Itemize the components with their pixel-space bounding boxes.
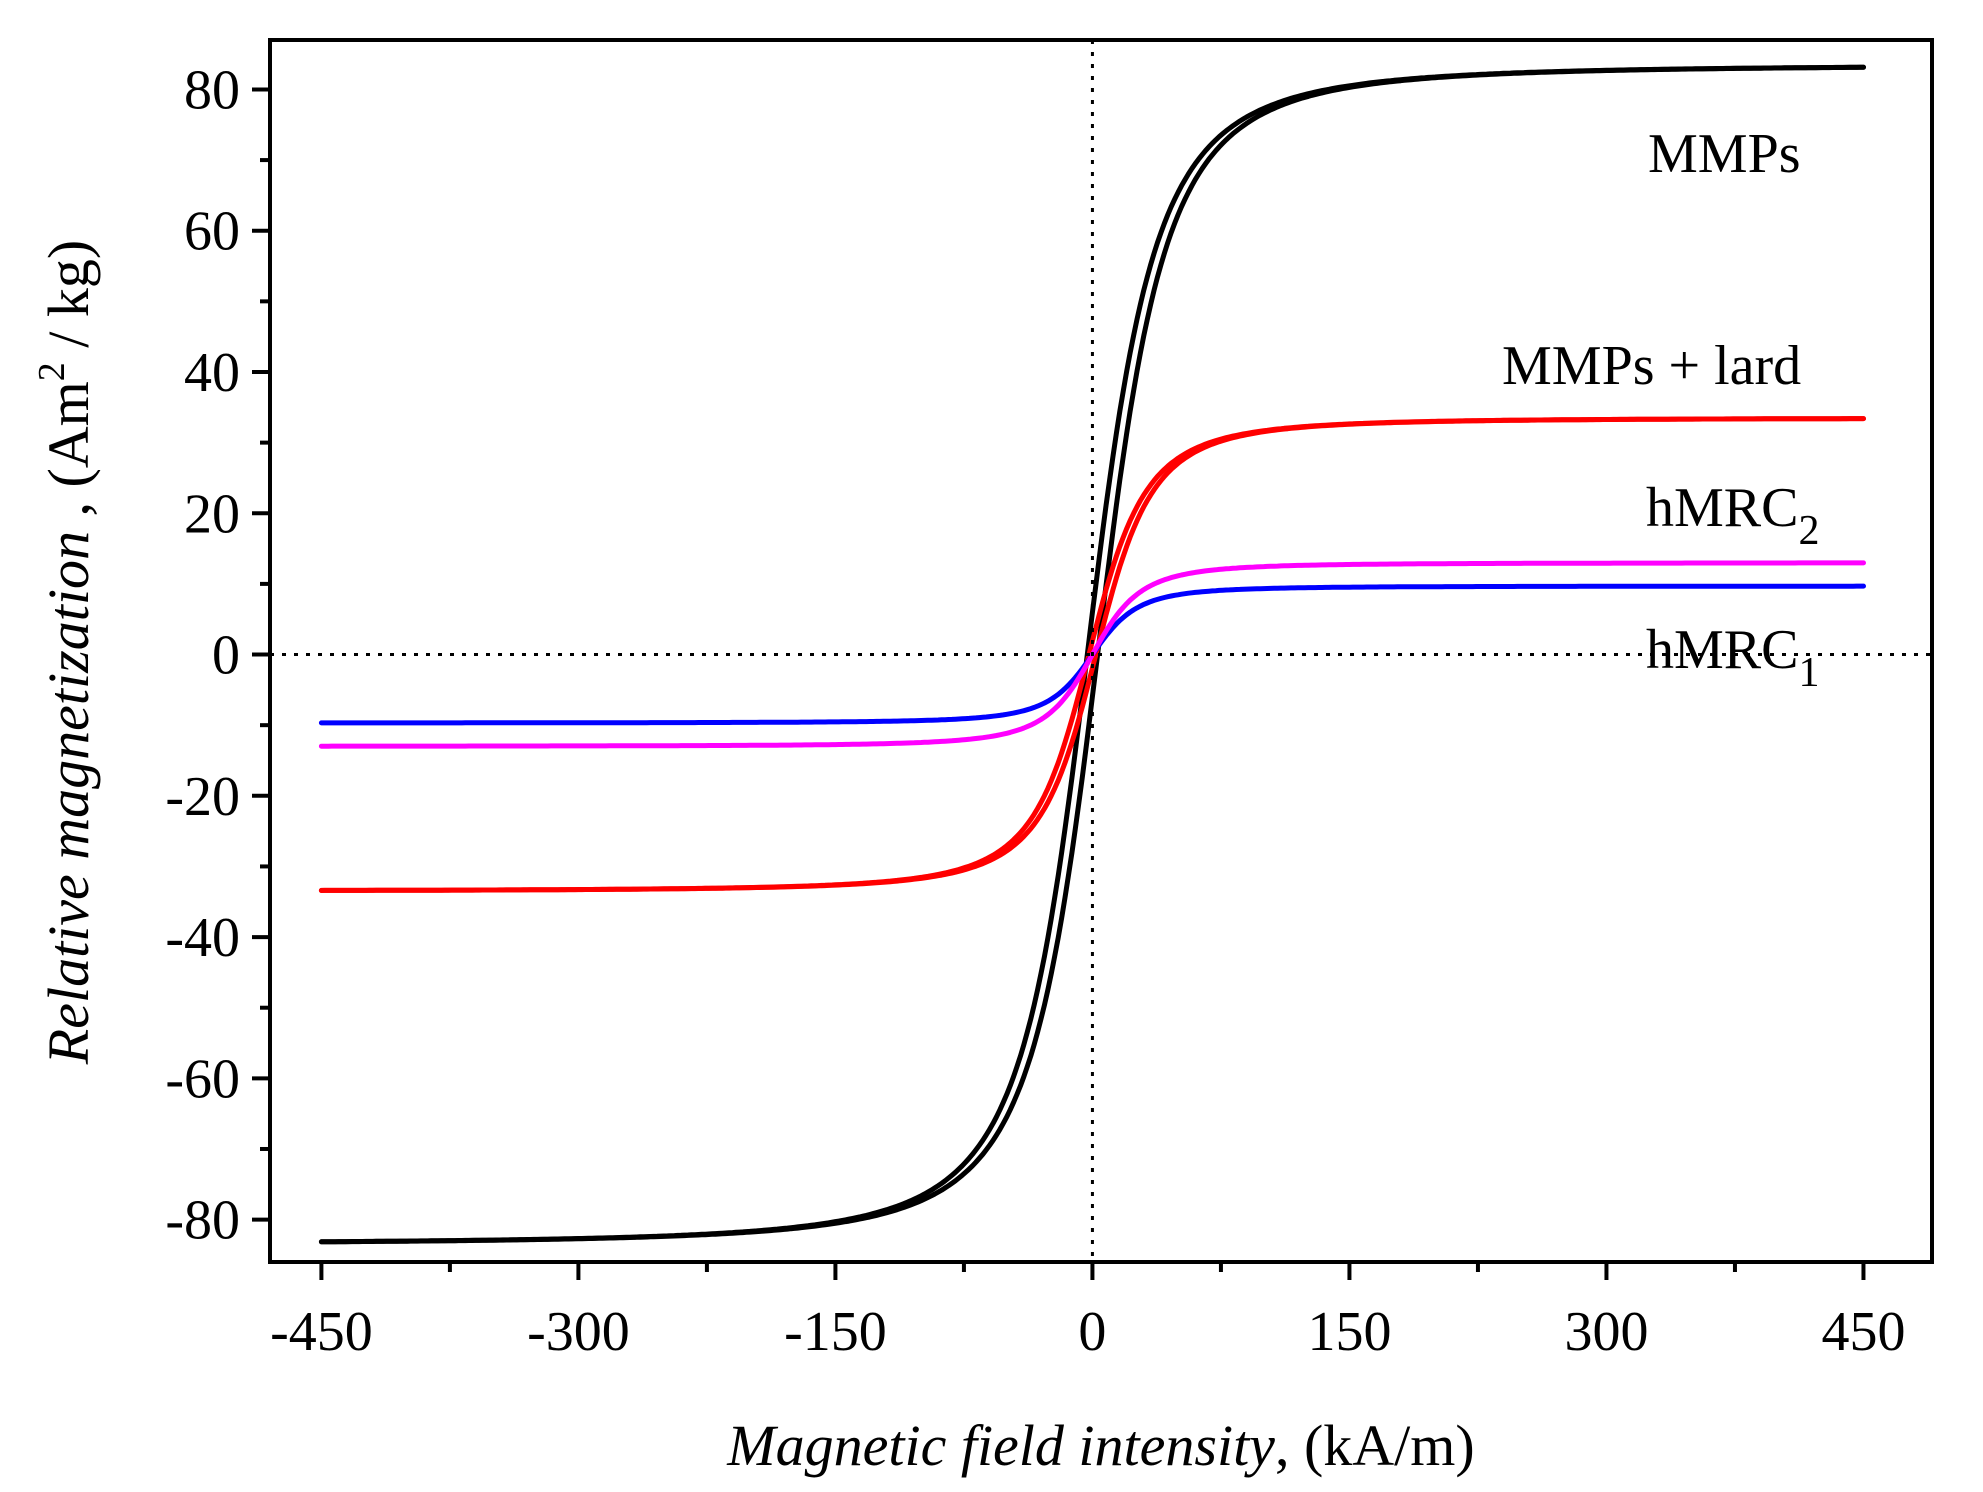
y-tick-label: -20	[165, 766, 240, 828]
axis-ticks	[252, 87, 1866, 1280]
y-tick-label: 0	[212, 625, 240, 687]
tick-labels: -450 -300 -150 0 150 300 450 -80 -60 -40 -20 0 20 40 6…	[165, 59, 1905, 1363]
x-tick-label: 450	[1821, 1301, 1905, 1363]
x-tick-label: 150	[1307, 1301, 1391, 1363]
series-label-hmrc1: hMRC1	[1646, 619, 1820, 696]
y-tick-label: 40	[184, 342, 240, 404]
x-axis-title: Magnetic field intensity, (kA/m)	[726, 1413, 1474, 1478]
x-tick-label: -150	[784, 1301, 887, 1363]
y-tick-label: 20	[184, 483, 240, 545]
series-label-mmps: MMPs	[1648, 123, 1801, 185]
y-axis-title: Relative magnetization , (Am2 / kg)	[31, 240, 101, 1065]
y-tick-label: -80	[165, 1190, 240, 1252]
series-label-mmps-lard: MMPs + lard	[1502, 335, 1801, 397]
reference-lines	[270, 40, 1932, 1262]
y-tick-label: -60	[165, 1048, 240, 1110]
series-line-mmps	[318, 64, 1866, 1245]
x-tick-label: -300	[527, 1301, 630, 1363]
series-label-hmrc2: hMRC2	[1646, 477, 1820, 554]
y-tick-label: 80	[184, 59, 240, 121]
x-tick-label: -450	[270, 1301, 373, 1363]
series-labels: MMPs MMPs + lard hMRC2 hMRC1	[1502, 123, 1820, 696]
y-tick-label: 60	[184, 201, 240, 263]
y-tick-label: -40	[165, 907, 240, 969]
plot-frame	[268, 38, 1934, 1264]
x-tick-label: 300	[1564, 1301, 1648, 1363]
x-tick-label: 0	[1078, 1301, 1106, 1363]
